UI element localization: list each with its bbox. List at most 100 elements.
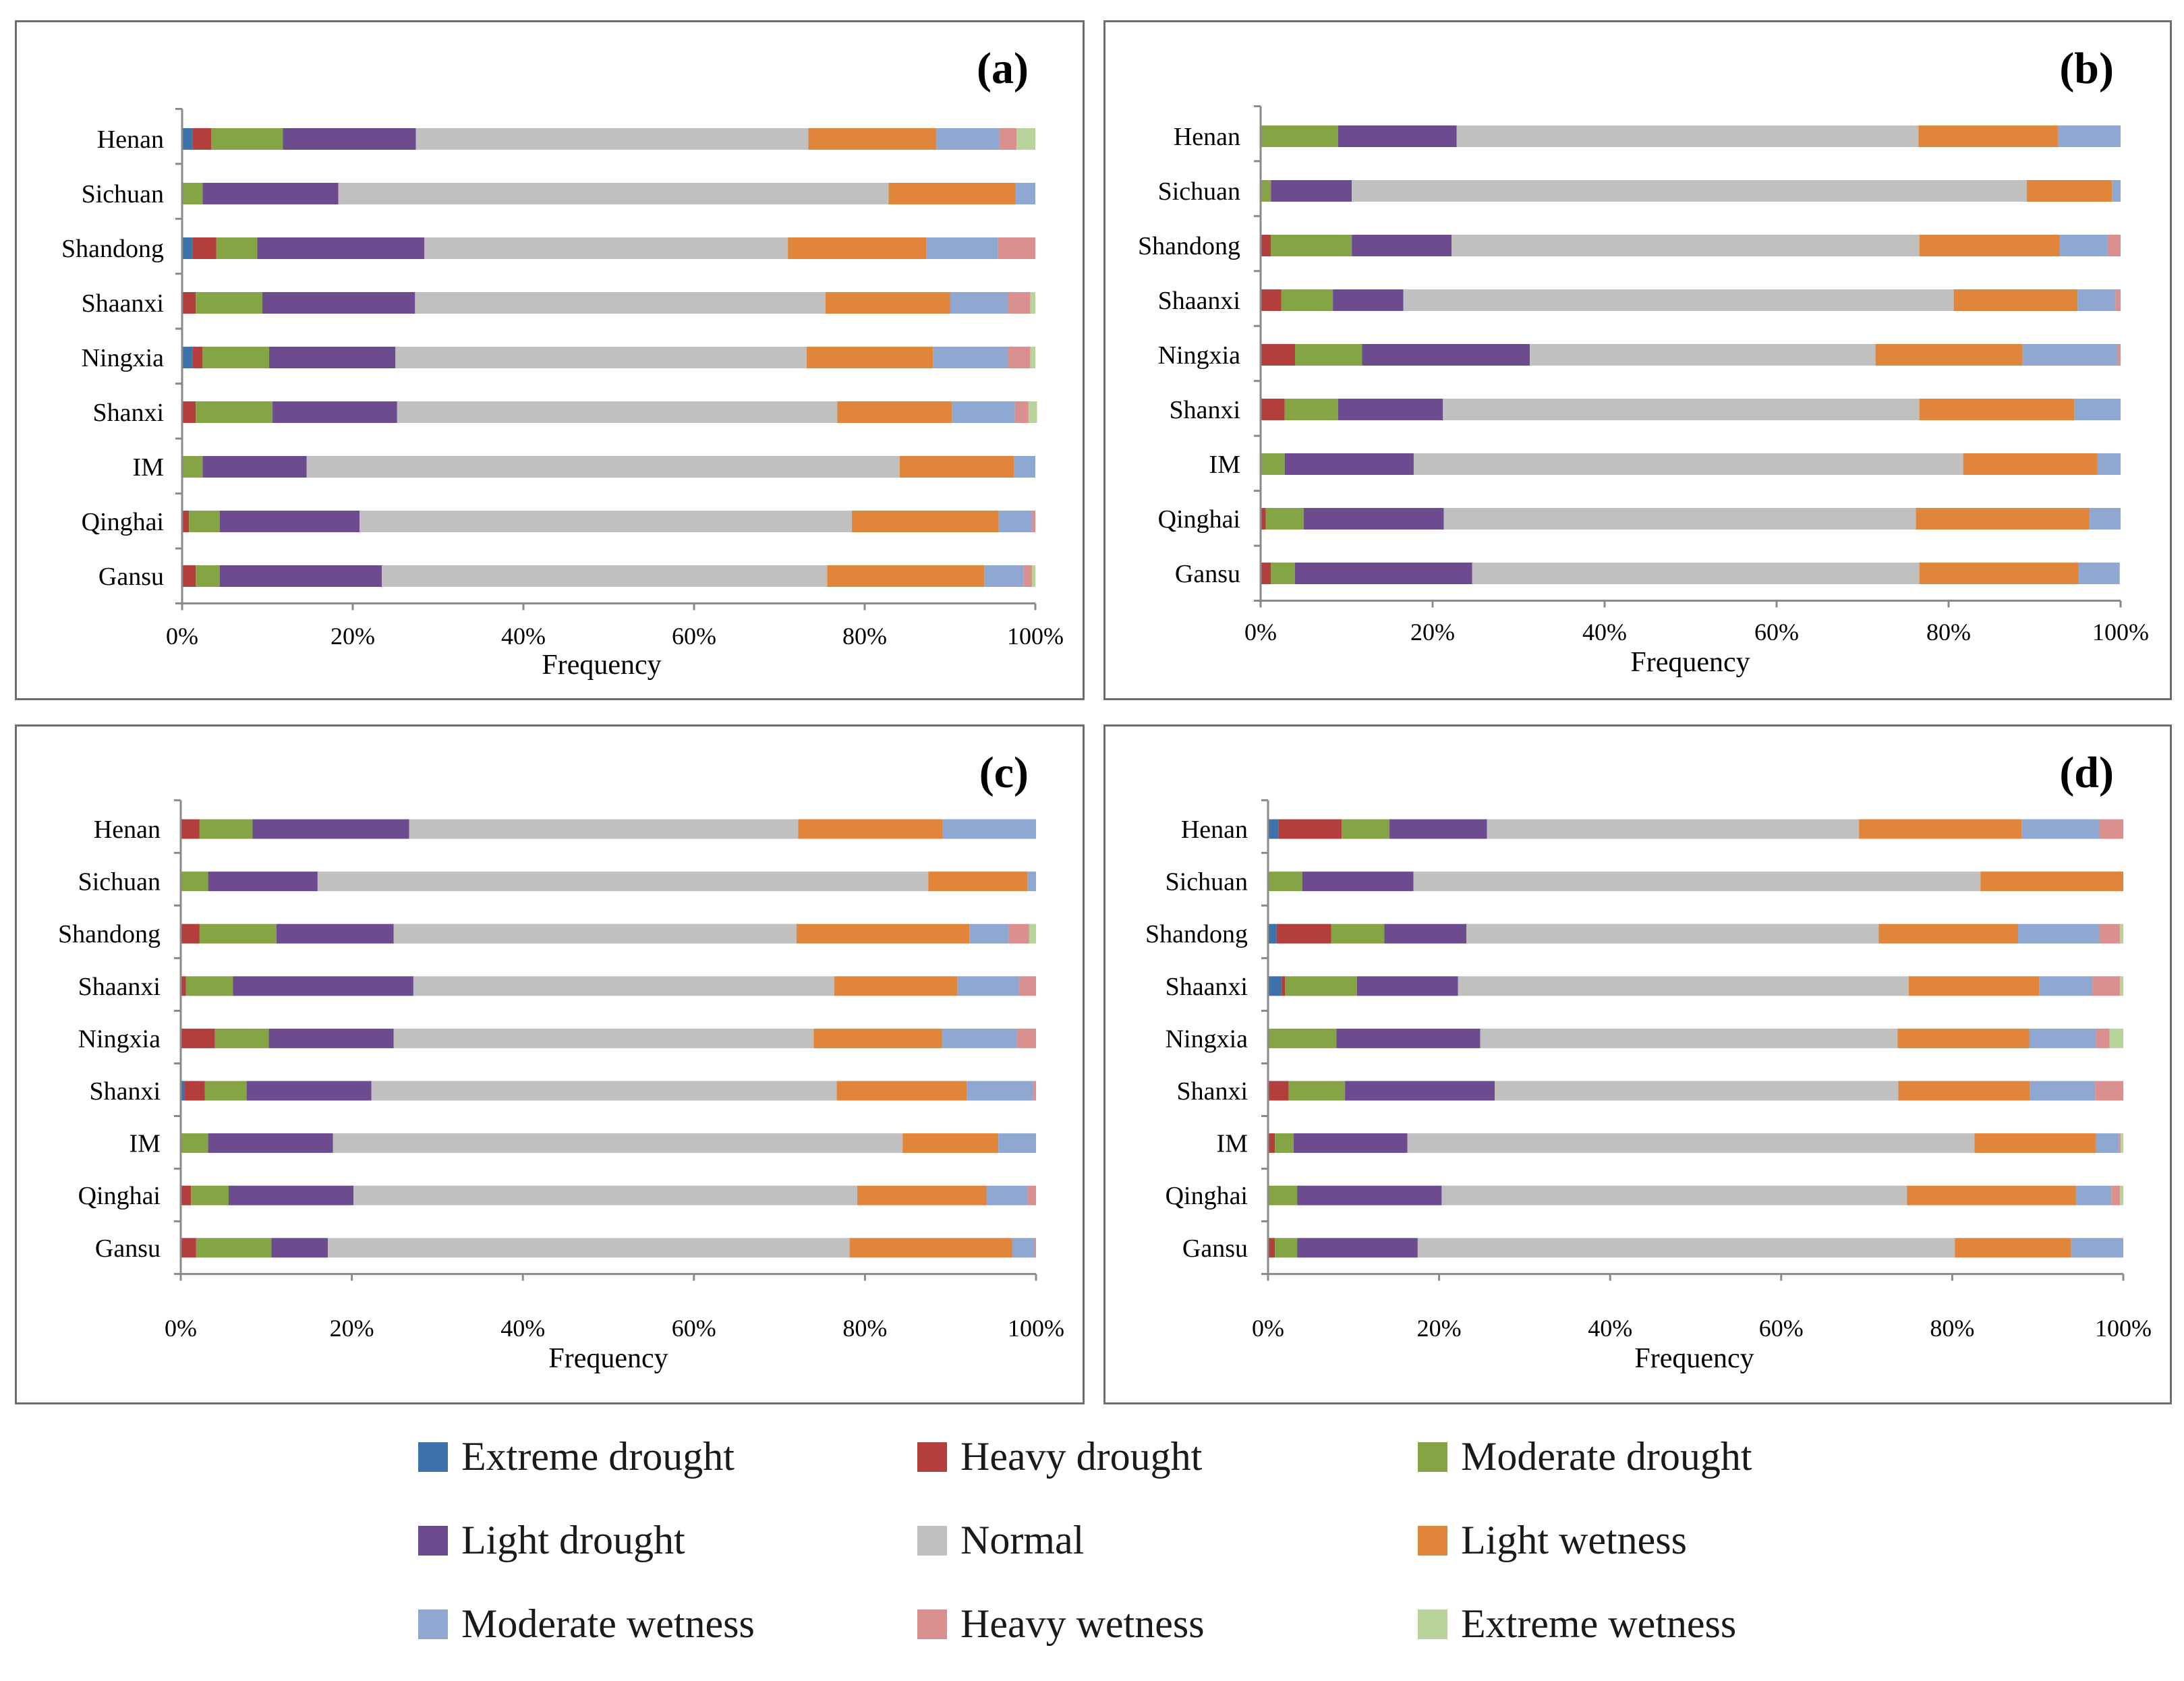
bar-segment-qinghai-moderate-wetness — [998, 511, 1032, 532]
bar-segment-shaanxi-moderate-drought — [196, 292, 262, 314]
bar-segment-shandong-extreme-wetness — [1029, 923, 1036, 944]
bar-segment-shaanxi-heavy-wetness — [1008, 292, 1031, 314]
bar-segment-qinghai-light-drought — [1303, 508, 1444, 530]
bar-segment-qinghai-moderate-drought — [1268, 1185, 1298, 1205]
bar-segment-sichuan-moderate-wetness — [1015, 183, 1035, 204]
bar-segment-henan-moderate-wetness — [2021, 819, 2100, 839]
bar-segment-gansu-heavy-wetness — [1034, 1238, 1036, 1258]
bar-segment-im-normal — [1407, 1133, 1975, 1153]
bar-segment-shandong-normal — [1452, 235, 1920, 256]
category-label-im: IM — [130, 1130, 161, 1158]
bar-segment-shanxi-light-wetness — [836, 1081, 967, 1101]
bar-segment-shandong-light-wetness — [796, 923, 970, 944]
legend-label: Extreme wetness — [1461, 1601, 1737, 1646]
bar-segment-ningxia-normal — [1480, 1028, 1898, 1048]
category-label-ningxia: Ningxia — [82, 344, 165, 372]
x-tick-label: 80% — [842, 1315, 887, 1342]
bar-segment-sichuan-moderate-drought — [182, 183, 203, 204]
bar-segment-im-heavy-wetness — [2119, 1133, 2121, 1153]
bar-segment-sichuan-normal — [338, 183, 889, 204]
bar-segment-shaanxi-moderate-wetness — [2077, 289, 2116, 311]
bar-segment-gansu-heavy-drought — [1268, 1238, 1275, 1258]
category-label-sichuan: Sichuan — [1158, 177, 1240, 206]
bar-segment-ningxia-light-wetness — [1897, 1028, 2030, 1048]
category-label-shaanxi: Shaanxi — [1166, 973, 1248, 1001]
bar-segment-shanxi-moderate-drought — [196, 401, 273, 423]
bar-segment-qinghai-light-wetness — [852, 511, 999, 532]
bar-segment-shandong-heavy-drought — [192, 237, 217, 259]
bar-segment-sichuan-light-drought — [1271, 180, 1352, 202]
legend-swatch — [418, 1609, 448, 1639]
bar-segment-sichuan-light-drought — [208, 872, 318, 892]
bar-segment-ningxia-extreme-wetness — [2109, 1028, 2123, 1048]
legend-item-heavy-drought: Heavy drought — [917, 1433, 1202, 1480]
category-label-gansu: Gansu — [1182, 1234, 1248, 1263]
bar-segment-ningxia-heavy-wetness — [2096, 1028, 2110, 1048]
category-label-sichuan: Sichuan — [78, 868, 161, 896]
bar-segment-shaanxi-heavy-drought — [182, 292, 196, 314]
category-label-im: IM — [133, 453, 164, 482]
x-tick-label: 20% — [1410, 619, 1455, 646]
bar-segment-qinghai-light-drought — [219, 511, 360, 532]
chart-d-svg: (d) Henan Sichuan Shandong Shaanxi Ningxia Sha… — [1145, 748, 2152, 1374]
bar-segment-ningxia-moderate-wetness — [933, 347, 1008, 368]
bar-segment-ningxia-light-drought — [1336, 1028, 1481, 1048]
chart-a-svg: (a) Henan Sichuan Shandong Shaanxi Ningxia Sha… — [61, 44, 1064, 681]
bar-segment-shandong-heavy-drought — [1261, 235, 1271, 256]
bar-segment-qinghai-light-wetness — [1907, 1185, 2077, 1205]
category-label-qinghai: Qinghai — [82, 508, 164, 536]
bar-segment-im-moderate-wetness — [2097, 453, 2121, 475]
bar-segment-shanxi-light-drought — [246, 1081, 372, 1101]
bar-segment-shanxi-moderate-wetness — [2030, 1081, 2096, 1101]
x-axis-title: Frequency — [1630, 647, 1750, 678]
bar-segment-shanxi-moderate-wetness — [2074, 399, 2121, 420]
bar-segment-qinghai-heavy-drought — [181, 1185, 192, 1205]
bar-segment-im-light-wetness — [902, 1133, 999, 1153]
bar-segment-shaanxi-moderate-drought — [185, 976, 233, 996]
chart-panel-c: (c) Henan Sichuan Shandong Shaanxi Ningxia Sha… — [15, 724, 1085, 1404]
bar-segment-qinghai-heavy-wetness — [1027, 1185, 1036, 1205]
bar-segment-shanxi-moderate-drought — [1288, 1081, 1346, 1101]
category-label-shanxi: Shanxi — [89, 1077, 161, 1106]
bar-segment-henan-moderate-drought — [211, 128, 283, 150]
category-label-sichuan: Sichuan — [82, 180, 164, 208]
bar-segment-ningxia-extreme-drought — [182, 347, 193, 368]
x-tick-label: 20% — [331, 623, 375, 650]
bar-segment-im-normal — [1413, 453, 1963, 475]
category-label-shaanxi: Shaanxi — [82, 289, 164, 318]
bar-segment-im-normal — [333, 1133, 903, 1153]
bar-segment-ningxia-heavy-drought — [181, 1028, 215, 1048]
legend-item-moderate-wetness: Moderate wetness — [418, 1601, 755, 1647]
category-label-henan: Henan — [97, 125, 164, 154]
bar-segment-henan-heavy-drought — [181, 819, 200, 839]
bar-segment-shanxi-light-drought — [1345, 1081, 1495, 1101]
bar-segment-shaanxi-light-drought — [262, 292, 415, 314]
bar-segment-ningxia-moderate-drought — [1295, 344, 1362, 366]
bar-segment-ningxia-normal — [1530, 344, 1876, 366]
bar-segment-ningxia-moderate-wetness — [942, 1028, 1018, 1048]
bar-segment-gansu-light-drought — [1297, 1238, 1418, 1258]
bar-segment-henan-light-drought — [1389, 819, 1487, 839]
bar-segment-ningxia-heavy-wetness — [1017, 1028, 1036, 1048]
bar-segment-sichuan-moderate-drought — [1261, 180, 1271, 202]
bar-segment-sichuan-moderate-drought — [181, 872, 208, 892]
bar-segment-sichuan-normal — [317, 872, 929, 892]
bar-segment-shandong-extreme-drought — [1268, 923, 1277, 944]
chart-b-svg: (b) Henan Sichuan Shandong Shaanxi Ningxia Sha… — [1138, 44, 2149, 678]
bar-segment-ningxia-light-wetness — [806, 347, 933, 368]
bar-segment-henan-normal — [1487, 819, 1860, 839]
bar-segment-shanxi-moderate-drought — [1284, 399, 1338, 420]
bar-segment-ningxia-heavy-drought — [1261, 344, 1295, 366]
legend-swatch — [1418, 1525, 1447, 1556]
bar-segment-qinghai-moderate-drought — [191, 1185, 229, 1205]
bar-segment-qinghai-heavy-drought — [1261, 508, 1266, 530]
bar-segment-im-moderate-wetness — [998, 1133, 1036, 1153]
bar-segment-qinghai-light-drought — [229, 1185, 354, 1205]
bar-segment-henan-moderate-drought — [1342, 819, 1390, 839]
panel-label-d: (d) — [2059, 748, 2114, 797]
bar-segment-ningxia-moderate-drought — [1268, 1028, 1337, 1048]
bar-segment-qinghai-heavy-wetness — [1031, 511, 1035, 532]
category-label-qinghai: Qinghai — [1166, 1182, 1248, 1210]
bar-segment-shanxi-heavy-drought — [1268, 1081, 1289, 1101]
bar-segment-shandong-light-drought — [257, 237, 425, 259]
